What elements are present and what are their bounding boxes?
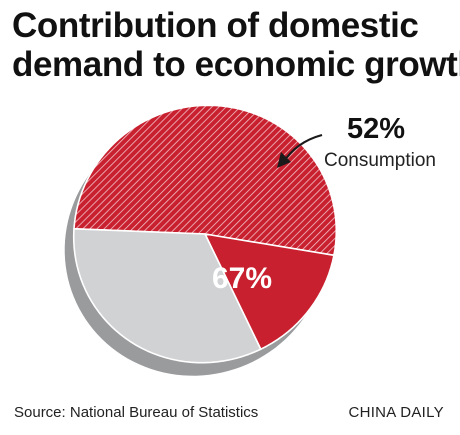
source-note: Source: National Bureau of Statistics bbox=[14, 404, 259, 421]
pie-slice-2 bbox=[204, 233, 335, 351]
chart-title-line-1: Contribution of domestic bbox=[12, 6, 419, 45]
consumption-value-label: 52% bbox=[347, 113, 405, 145]
consumption-name-label: Consumption bbox=[324, 150, 436, 171]
chart-title-line-2: demand to economic growth bbox=[12, 45, 460, 84]
chart-title: Contribution of domestic demand to econo… bbox=[12, 6, 460, 84]
pie-slice-3 bbox=[72, 227, 262, 364]
pie-slice-consumption bbox=[73, 104, 338, 257]
total-percent-label: 67% bbox=[212, 262, 272, 295]
callout-arrowhead bbox=[277, 152, 291, 168]
publisher-credit: CHINA DAILY bbox=[348, 404, 444, 421]
